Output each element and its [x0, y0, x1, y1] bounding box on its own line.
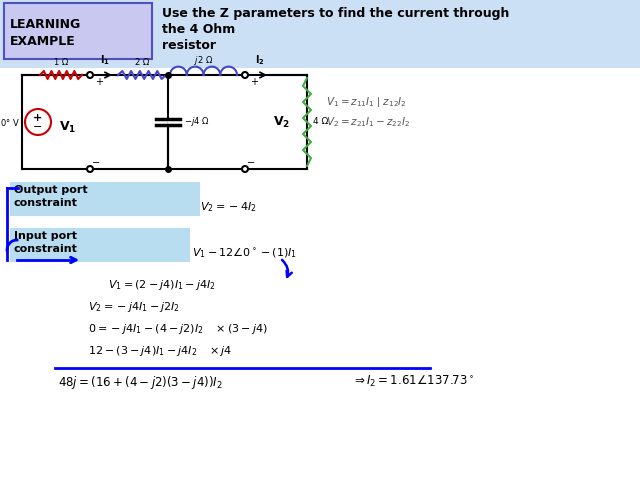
- Text: 4 Ω: 4 Ω: [313, 118, 328, 127]
- Circle shape: [87, 166, 93, 172]
- Text: Output port: Output port: [14, 185, 88, 195]
- Circle shape: [242, 166, 248, 172]
- Text: 2 Ω: 2 Ω: [135, 58, 149, 67]
- Text: $48j = (16 + (4 - j2)(3 - j4))I_2$: $48j = (16 + (4 - j2)(3 - j4))I_2$: [58, 374, 223, 391]
- Text: $12 - (3 - j4)I_1 - j4I_2 \quad \times j4$: $12 - (3 - j4)I_1 - j4I_2 \quad \times j…: [88, 344, 232, 358]
- Text: $-j4$ Ω: $-j4$ Ω: [184, 116, 209, 129]
- Text: −: −: [92, 158, 100, 168]
- Text: resistor: resistor: [162, 39, 216, 52]
- Text: $V_1 = z_{11}I_1 \mid z_{12}I_2$: $V_1 = z_{11}I_1 \mid z_{12}I_2$: [326, 95, 407, 109]
- Text: $V_2 = -j4I_1 - j2I_2$: $V_2 = -j4I_1 - j2I_2$: [88, 300, 180, 314]
- Text: $\mathbf{I_2}$: $\mathbf{I_2}$: [255, 53, 265, 67]
- Text: $\mathbf{V_1}$: $\mathbf{V_1}$: [60, 120, 77, 134]
- Text: $0 = -j4I_1 - (4 - j2)I_2 \quad \times (3 - j4)$: $0 = -j4I_1 - (4 - j2)I_2 \quad \times (…: [88, 322, 268, 336]
- Text: the 4 Ohm: the 4 Ohm: [162, 23, 236, 36]
- Text: −: −: [33, 122, 43, 132]
- Text: $V_1 - 12\angle 0^\circ - (1)I_1$: $V_1 - 12\angle 0^\circ - (1)I_1$: [192, 245, 297, 260]
- Circle shape: [25, 109, 51, 135]
- Text: LEARNING: LEARNING: [10, 18, 81, 31]
- Circle shape: [242, 72, 248, 78]
- Text: $V_1 = (2 - j4)I_1 - j4I_2$: $V_1 = (2 - j4)I_1 - j4I_2$: [108, 278, 216, 292]
- Bar: [10, 182, 200, 216]
- Circle shape: [87, 72, 93, 78]
- Text: 1 Ω: 1 Ω: [54, 58, 68, 67]
- Text: $V_2 = -4I_2$: $V_2 = -4I_2$: [200, 200, 257, 214]
- Bar: [10, 228, 190, 262]
- Bar: [4, 3, 152, 59]
- Text: +: +: [250, 77, 258, 87]
- Text: Input port: Input port: [14, 231, 77, 241]
- Text: $\mathbf{I_1}$: $\mathbf{I_1}$: [100, 53, 110, 67]
- Bar: [0, 0, 640, 68]
- Text: $\mathbf{V_2}$: $\mathbf{V_2}$: [273, 114, 290, 130]
- Text: constraint: constraint: [14, 198, 78, 208]
- Text: −: −: [247, 158, 255, 168]
- Text: +: +: [95, 77, 103, 87]
- Text: +: +: [33, 113, 43, 123]
- Text: Use the Z parameters to find the current through: Use the Z parameters to find the current…: [162, 7, 509, 20]
- Text: constraint: constraint: [14, 244, 78, 254]
- Text: EXAMPLE: EXAMPLE: [10, 35, 76, 48]
- Text: 12$\angle$0° V: 12$\angle$0° V: [0, 117, 20, 128]
- Text: $j2$ Ω: $j2$ Ω: [194, 54, 213, 67]
- Text: $\Rightarrow I_2 = 1.61\angle 137.73^\circ$: $\Rightarrow I_2 = 1.61\angle 137.73^\ci…: [352, 374, 474, 389]
- Text: $V_2 = z_{21}I_1 - z_{22}I_2$: $V_2 = z_{21}I_1 - z_{22}I_2$: [326, 115, 410, 129]
